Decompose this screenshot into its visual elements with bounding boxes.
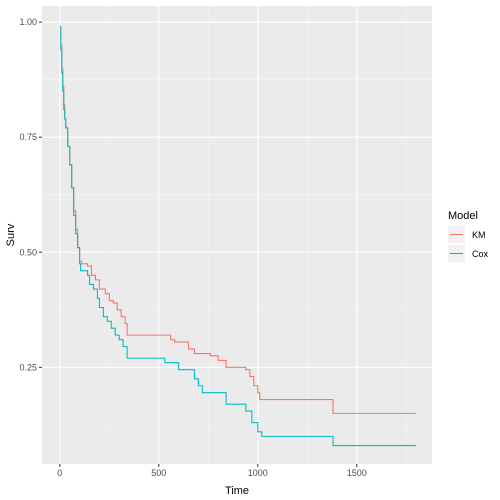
minor-gridlines (42, 6, 432, 464)
y-tick-label: 0.25 (19, 362, 37, 372)
x-tick-label: 500 (151, 468, 166, 478)
series-line-cox (59, 26, 417, 447)
y-tick-label: 0.50 (19, 247, 37, 257)
x-tick-label: 0 (57, 468, 62, 478)
x-tick-label: 1000 (248, 468, 268, 478)
x-tick-label: 1500 (347, 468, 367, 478)
y-axis-ticks: 0.25 0.50 0.75 1.00 (19, 17, 42, 372)
y-tick-label: 0.75 (19, 132, 37, 142)
series-lines (59, 26, 417, 447)
x-axis-title: Time (225, 485, 249, 497)
legend-label-km: KM (472, 230, 486, 240)
panel-background (42, 6, 432, 464)
y-tick-label: 1.00 (19, 17, 37, 27)
legend-label-cox: Cox (472, 249, 489, 259)
legend-items: KM Cox (448, 226, 489, 262)
x-axis-ticks: 0 500 1000 1500 (57, 464, 367, 478)
legend: Model KM Cox (448, 210, 489, 262)
legend-title: Model (448, 210, 478, 222)
y-axis-title: Surv (5, 223, 17, 246)
